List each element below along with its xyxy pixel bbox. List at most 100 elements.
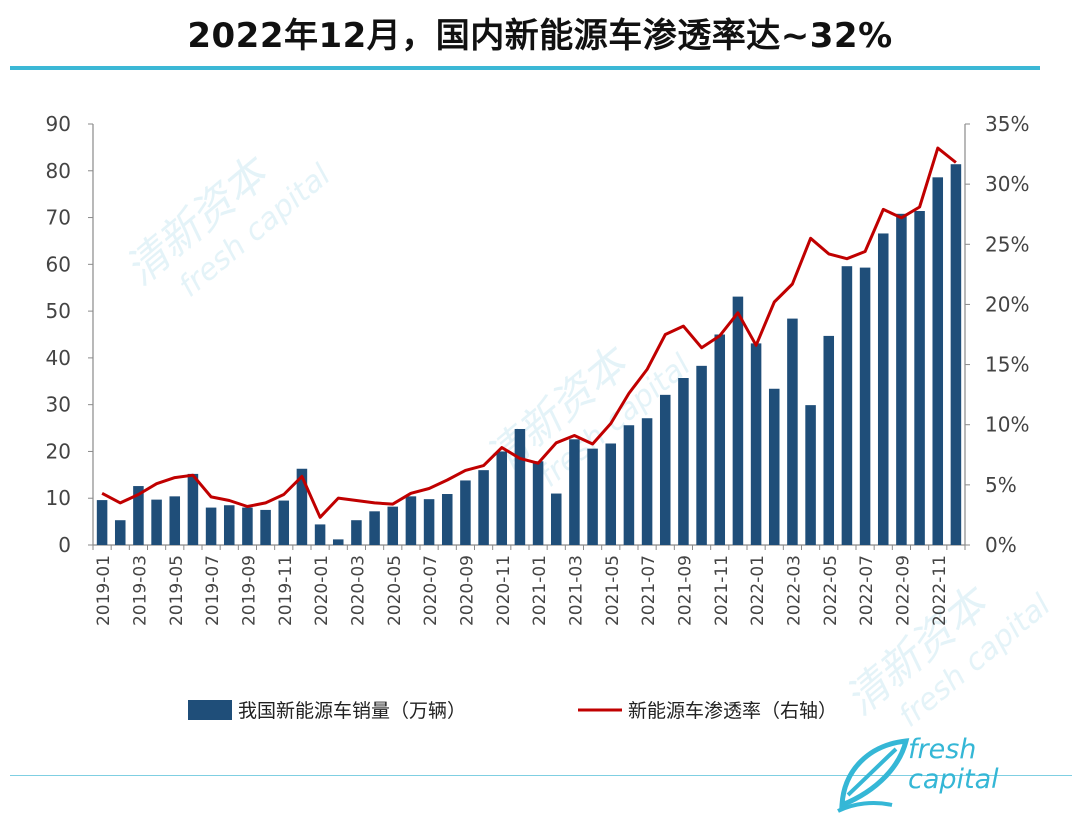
sales-bar	[896, 213, 907, 545]
sales-bar	[768, 388, 780, 545]
x-axis-tick-label: 2019-01	[94, 555, 114, 626]
sales-bar	[714, 334, 726, 545]
fresh-capital-logo: fresh capital	[834, 735, 1004, 815]
x-axis-tick-label: 2021-09	[675, 555, 695, 626]
sales-bar	[877, 233, 889, 545]
sales-bar	[678, 378, 689, 545]
sales-bar	[787, 318, 798, 545]
left-axis-tick-label: 50	[46, 299, 71, 323]
right-axis-tick-label: 5%	[985, 473, 1017, 497]
sales-bar	[260, 509, 271, 545]
sales-bar	[696, 365, 707, 545]
x-axis-tick-label: 2019-05	[167, 555, 187, 626]
left-axis-tick-label: 40	[46, 346, 71, 370]
penetration-rate-line	[101, 146, 957, 519]
sales-bar	[278, 500, 290, 545]
sales-bar	[569, 439, 580, 545]
left-axis-tick-label: 90	[46, 112, 71, 136]
sales-bar	[550, 493, 562, 545]
sales-bar	[332, 539, 344, 545]
sales-bar	[514, 428, 526, 545]
right-axis-tick-label: 10%	[985, 413, 1029, 437]
x-axis-tick-label: 2022-09	[893, 555, 913, 626]
sales-bar	[932, 177, 944, 545]
sales-bar	[151, 499, 162, 545]
left-axis-tick-label: 0	[58, 533, 71, 557]
logo-text-line2: capital	[908, 764, 999, 795]
sales-bar	[423, 499, 435, 545]
x-axis-tick-label: 2020-09	[457, 555, 477, 626]
sales-bar	[314, 524, 326, 545]
sales-bar	[605, 443, 617, 545]
sales-bar	[841, 266, 853, 545]
sales-bar	[187, 473, 199, 545]
sales-bar	[750, 343, 762, 545]
right-axis-tick-label: 15%	[985, 353, 1029, 377]
sales-bar	[641, 418, 653, 545]
sales-bar	[460, 480, 471, 545]
sales-bar	[732, 296, 744, 545]
sales-bar	[242, 507, 253, 545]
legend-bar-swatch	[188, 700, 232, 720]
x-axis-tick-label: 2020-05	[385, 555, 405, 626]
x-axis-tick-label: 2019-07	[203, 555, 223, 626]
sales-bar	[914, 211, 925, 546]
x-axis-tick-label: 2021-03	[566, 555, 586, 626]
x-axis-tick-label: 2021-07	[639, 555, 659, 626]
sales-bar	[441, 494, 453, 545]
x-axis-tick-label: 2019-03	[130, 555, 150, 626]
legend-line-label: 新能源车渗透率（右轴）	[628, 700, 837, 722]
sales-bar	[478, 470, 489, 545]
right-axis-tick-label: 30%	[985, 172, 1029, 196]
left-axis-tick-label: 30	[46, 393, 71, 417]
x-axis-tick-label: 2021-01	[530, 555, 550, 626]
x-axis-tick-label: 2020-11	[494, 555, 514, 626]
sales-bar	[587, 448, 598, 545]
logo-text-line1: fresh	[908, 734, 977, 765]
sales-bar	[351, 520, 362, 545]
sales-bar	[96, 500, 108, 545]
left-axis-tick-label: 70	[46, 206, 71, 230]
sales-bar	[133, 486, 144, 545]
x-axis-tick-label: 2020-07	[421, 555, 441, 626]
sales-bar	[532, 461, 544, 545]
sales-bar	[859, 267, 871, 545]
sales-bar	[387, 506, 399, 545]
x-axis-tick-label: 2021-11	[712, 555, 732, 626]
right-axis-tick-label: 0%	[985, 533, 1017, 557]
x-axis-tick-label: 2020-01	[312, 555, 332, 626]
sales-bar	[496, 451, 508, 545]
x-axis-tick-label: 2021-05	[603, 555, 623, 626]
right-axis-tick-label: 25%	[985, 232, 1029, 256]
left-axis-tick-label: 10	[46, 486, 71, 510]
right-axis-tick-label: 20%	[985, 292, 1029, 316]
x-axis-tick-label: 2019-09	[239, 555, 259, 626]
left-axis-tick-label: 20	[46, 439, 71, 463]
x-axis-tick-label: 2022-01	[748, 555, 768, 626]
sales-bar	[223, 505, 235, 545]
sales-bar	[805, 405, 816, 545]
x-axis-tick-label: 2020-03	[348, 555, 368, 626]
sales-bar	[950, 164, 962, 545]
sales-bar	[823, 335, 835, 545]
legend-bar-label: 我国新能源车销量（万辆）	[238, 700, 466, 722]
left-axis-tick-label: 80	[46, 159, 71, 183]
sales-bar	[114, 520, 126, 545]
sales-bar	[169, 496, 181, 545]
x-axis-tick-label: 2022-03	[784, 555, 804, 626]
x-axis-tick-label: 2022-07	[857, 555, 877, 626]
footer-divider	[10, 775, 1072, 776]
title-divider	[10, 66, 1040, 70]
chart-title: 2022年12月，国内新能源车渗透率达~32%	[187, 16, 893, 56]
sales-bar	[369, 511, 380, 545]
x-axis-tick-label: 2022-11	[930, 555, 950, 626]
right-axis-tick-label: 35%	[985, 112, 1029, 136]
sales-bar	[623, 425, 635, 545]
sales-bar	[296, 468, 308, 545]
sales-bar	[659, 394, 671, 545]
left-axis-tick-label: 60	[46, 252, 71, 276]
x-axis-tick-label: 2022-05	[821, 555, 841, 626]
sales-bar	[205, 507, 217, 545]
leaf-logo-icon	[837, 738, 910, 813]
